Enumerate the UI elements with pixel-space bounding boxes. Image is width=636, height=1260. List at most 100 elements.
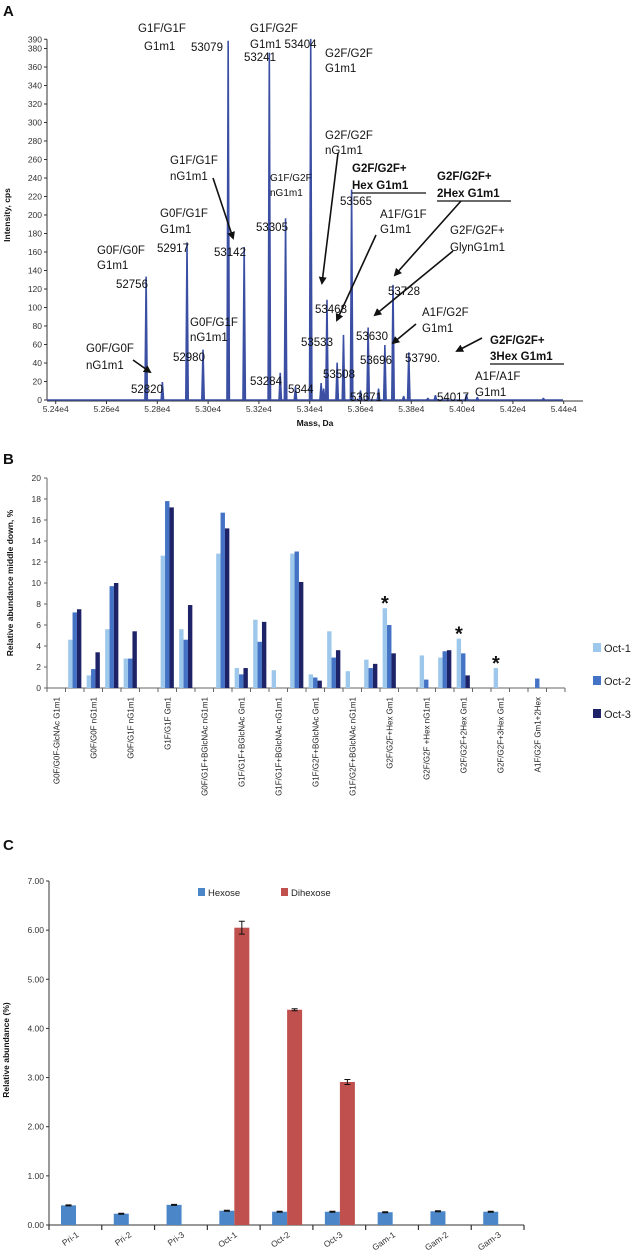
error-bar (382, 1211, 389, 1214)
annotation-arrow (391, 323, 417, 345)
spectrum-peak (308, 38, 313, 401)
bar-oct-1 (364, 659, 369, 688)
y-tick-label: 0 (37, 395, 42, 405)
spectrum-peak (278, 372, 283, 401)
y-tick-label: 380 (28, 44, 42, 54)
spectrum-peak (366, 327, 371, 401)
peak-annotation: nG1m1 (170, 171, 208, 183)
y-tick-label: 8 (36, 599, 41, 609)
y-tick-label: 200 (28, 210, 42, 220)
bar-oct-1 (345, 671, 351, 688)
legend-swatch-oct-2 (593, 676, 601, 685)
annotation-arrow (393, 200, 462, 277)
spectrum-peak (358, 390, 363, 401)
category-label: G1F/G2F+BGlcNAc Gm1 (311, 696, 320, 787)
y-tick-label: 390 (28, 34, 42, 44)
bar-oct-3 (391, 653, 396, 688)
y-tick-label: 6.00 (27, 925, 44, 935)
peak-annotation: G1F/G2F (250, 23, 298, 35)
bar-oct-3 (224, 528, 230, 688)
peak-annotation: G1m1 53404 (250, 39, 317, 51)
spectrum-peak (321, 388, 326, 401)
peak-annotation: 53696 (360, 355, 392, 367)
error-bar (238, 920, 245, 935)
y-tick-label: 4 (36, 641, 41, 651)
peak-annotation: G0F/G1F (160, 208, 208, 220)
peak-annotation: 53142 (214, 247, 246, 259)
error-bar (487, 1210, 494, 1213)
bar-oct-1 (105, 629, 110, 688)
bar-oct-2 (368, 668, 373, 688)
peak-annotation: G2F/G2F+ (490, 335, 545, 347)
y-tick-label: 0 (36, 683, 41, 693)
spectrum-peak (319, 382, 324, 401)
peak-annotation: G1m1 (97, 260, 128, 272)
peak-annotation: nG1m1 (86, 360, 124, 372)
bar-oct-3 (169, 507, 174, 688)
category-label: Pri-3 (166, 1229, 187, 1248)
y-tick-label: 220 (28, 192, 42, 202)
y-axis-title: Relative abundance (%) (1, 1002, 11, 1098)
bar-hexose (377, 1212, 393, 1225)
peak-annotation: G0F/G0F (97, 245, 145, 257)
y-tick-label: 240 (28, 173, 42, 183)
bar-oct-2 (220, 512, 225, 688)
bar-oct-3 (95, 652, 100, 688)
bar-oct-1 (160, 555, 166, 688)
x-tick-label: 5.40e4 (449, 404, 475, 414)
bar-oct-3 (335, 650, 341, 688)
bar-oct-2 (387, 625, 392, 688)
category-label: Gam-2 (423, 1229, 450, 1252)
peak-annotation: 53790. (405, 353, 440, 365)
peak-annotation: nG1m1 (325, 145, 363, 157)
bar-oct-2 (257, 641, 262, 688)
legend-swatch-hexose (198, 888, 205, 896)
bar-oct-2 (535, 678, 540, 688)
spectrum-peak (376, 388, 381, 401)
annotation-arrow (212, 177, 235, 240)
bar-oct-1 (86, 675, 92, 688)
y-tick-label: 14 (32, 536, 42, 546)
peak-annotation: 5344 (288, 384, 314, 396)
bar-oct-2 (294, 551, 299, 688)
peak-annotation: GlynG1m1 (450, 242, 505, 254)
category-label: G1F/G1F Gm1 (163, 696, 172, 749)
peak-annotation: A1F/G1F (380, 209, 427, 221)
annotation-arrow (132, 359, 152, 374)
spectrum-peak (382, 345, 387, 401)
peak-annotation: G0F/G1F (190, 317, 238, 329)
significance-marker: * (381, 593, 389, 615)
bar-oct-1 (234, 668, 240, 688)
category-label: Gam-3 (476, 1229, 503, 1252)
bar-oct-2 (165, 501, 170, 688)
y-tick-label: 160 (28, 247, 42, 257)
bar-oct-1 (290, 553, 295, 688)
x-tick-label: 5.34e4 (297, 404, 323, 414)
bar-oct-1 (308, 674, 314, 688)
category-label: G0F/G1F nG1m1 (126, 696, 135, 758)
spectrum-peak (401, 395, 406, 401)
bar-hexose (430, 1211, 446, 1225)
peak-annotation: nG1m1 (190, 332, 228, 344)
peak-annotation: 53508 (323, 369, 355, 381)
peak-annotation: G0F/G0F (86, 343, 134, 355)
legend-label: Oct-1 (604, 643, 631, 655)
bar-hexose (166, 1204, 182, 1225)
peak-annotation: 53565 (340, 196, 372, 208)
peak-annotation: Hex G1m1 (352, 180, 409, 192)
legend-label: Dihexose (291, 888, 331, 899)
significance-marker: * (455, 624, 463, 646)
peak-annotation: 52820 (131, 384, 163, 396)
y-tick-label: 10 (32, 578, 42, 588)
y-tick-label: 4.00 (27, 1023, 44, 1033)
bar-oct-1 (68, 639, 73, 688)
peak-annotation: G1m1 (380, 224, 411, 236)
y-tick-label: 260 (28, 155, 42, 165)
spectrum-peak (160, 382, 165, 401)
category-label: G2F/G2F+3Hex Gm1 (496, 696, 505, 773)
spectrum-peak (433, 394, 438, 401)
y-axis-title: Relative abundance middle down, % (5, 509, 15, 656)
legend-label: Oct-2 (604, 676, 631, 688)
bar-oct-1 (216, 553, 221, 688)
